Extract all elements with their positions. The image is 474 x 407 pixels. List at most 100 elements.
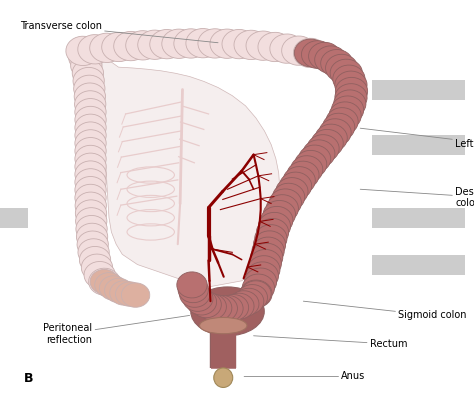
Ellipse shape [335,84,367,112]
Ellipse shape [246,262,279,289]
Text: Transverse colon: Transverse colon [20,22,218,43]
Ellipse shape [75,145,106,172]
Bar [372,135,465,155]
Ellipse shape [116,282,144,306]
Ellipse shape [299,145,331,173]
Ellipse shape [126,31,160,60]
Ellipse shape [326,107,358,135]
Bar [372,255,465,275]
Ellipse shape [294,39,327,67]
Ellipse shape [75,192,106,219]
Ellipse shape [73,75,105,102]
Ellipse shape [249,249,282,277]
Text: Sigmoid colon: Sigmoid colon [303,301,467,320]
Ellipse shape [75,106,106,133]
Ellipse shape [110,281,138,305]
Bar [0,208,28,228]
Ellipse shape [331,96,364,124]
Ellipse shape [307,135,339,162]
Ellipse shape [258,32,292,61]
Ellipse shape [263,201,295,228]
Ellipse shape [191,292,221,318]
Ellipse shape [326,54,358,82]
Ellipse shape [75,153,106,180]
Ellipse shape [213,295,243,322]
Ellipse shape [319,119,351,147]
Ellipse shape [266,195,299,222]
Ellipse shape [201,295,232,321]
Ellipse shape [301,41,334,68]
Ellipse shape [138,30,172,59]
Ellipse shape [248,256,280,283]
Ellipse shape [222,29,256,59]
Ellipse shape [78,35,112,64]
Ellipse shape [162,29,196,59]
Ellipse shape [269,189,301,217]
Bar [372,208,465,228]
Ellipse shape [261,206,293,234]
Ellipse shape [224,293,254,319]
Text: B: B [24,372,33,385]
Ellipse shape [95,273,123,297]
Ellipse shape [294,150,327,178]
Ellipse shape [246,31,280,60]
Ellipse shape [76,223,108,250]
Ellipse shape [114,31,148,61]
Ellipse shape [121,283,150,307]
Ellipse shape [74,83,106,110]
Ellipse shape [245,268,277,295]
Ellipse shape [214,368,233,387]
Ellipse shape [210,29,244,58]
Ellipse shape [174,29,208,58]
Ellipse shape [276,177,308,205]
Ellipse shape [207,295,237,322]
Ellipse shape [283,166,315,194]
Ellipse shape [198,29,232,58]
Ellipse shape [240,280,272,308]
Ellipse shape [75,177,106,204]
Ellipse shape [186,28,220,58]
Ellipse shape [90,269,118,294]
Ellipse shape [258,212,291,240]
Ellipse shape [280,172,312,200]
Ellipse shape [282,36,316,65]
Ellipse shape [252,237,284,265]
Ellipse shape [102,32,136,61]
Ellipse shape [177,272,207,298]
Ellipse shape [270,34,304,63]
Ellipse shape [251,243,283,271]
Ellipse shape [303,140,335,168]
Ellipse shape [75,98,106,125]
Ellipse shape [89,268,120,295]
Ellipse shape [256,219,289,246]
Ellipse shape [84,261,115,288]
Ellipse shape [329,102,361,129]
Ellipse shape [75,130,106,157]
Ellipse shape [186,289,217,315]
Ellipse shape [322,113,355,141]
Ellipse shape [78,239,109,266]
Ellipse shape [335,71,367,99]
Ellipse shape [241,281,271,307]
Ellipse shape [80,247,111,274]
Ellipse shape [315,46,347,74]
Ellipse shape [75,114,106,141]
Bar [372,80,465,100]
Ellipse shape [254,231,286,258]
Ellipse shape [150,29,184,59]
Ellipse shape [74,91,106,118]
Ellipse shape [76,215,107,242]
Ellipse shape [234,30,268,59]
Ellipse shape [71,52,102,79]
Ellipse shape [333,65,365,93]
Ellipse shape [315,124,347,152]
Ellipse shape [321,50,353,77]
Text: Descending
colon: Descending colon [360,186,474,208]
Ellipse shape [75,168,106,195]
Ellipse shape [69,44,100,71]
Ellipse shape [191,287,264,336]
Ellipse shape [66,36,100,66]
Ellipse shape [255,225,287,252]
Ellipse shape [75,200,107,227]
Text: Peritoneal
reflection: Peritoneal reflection [43,315,190,345]
